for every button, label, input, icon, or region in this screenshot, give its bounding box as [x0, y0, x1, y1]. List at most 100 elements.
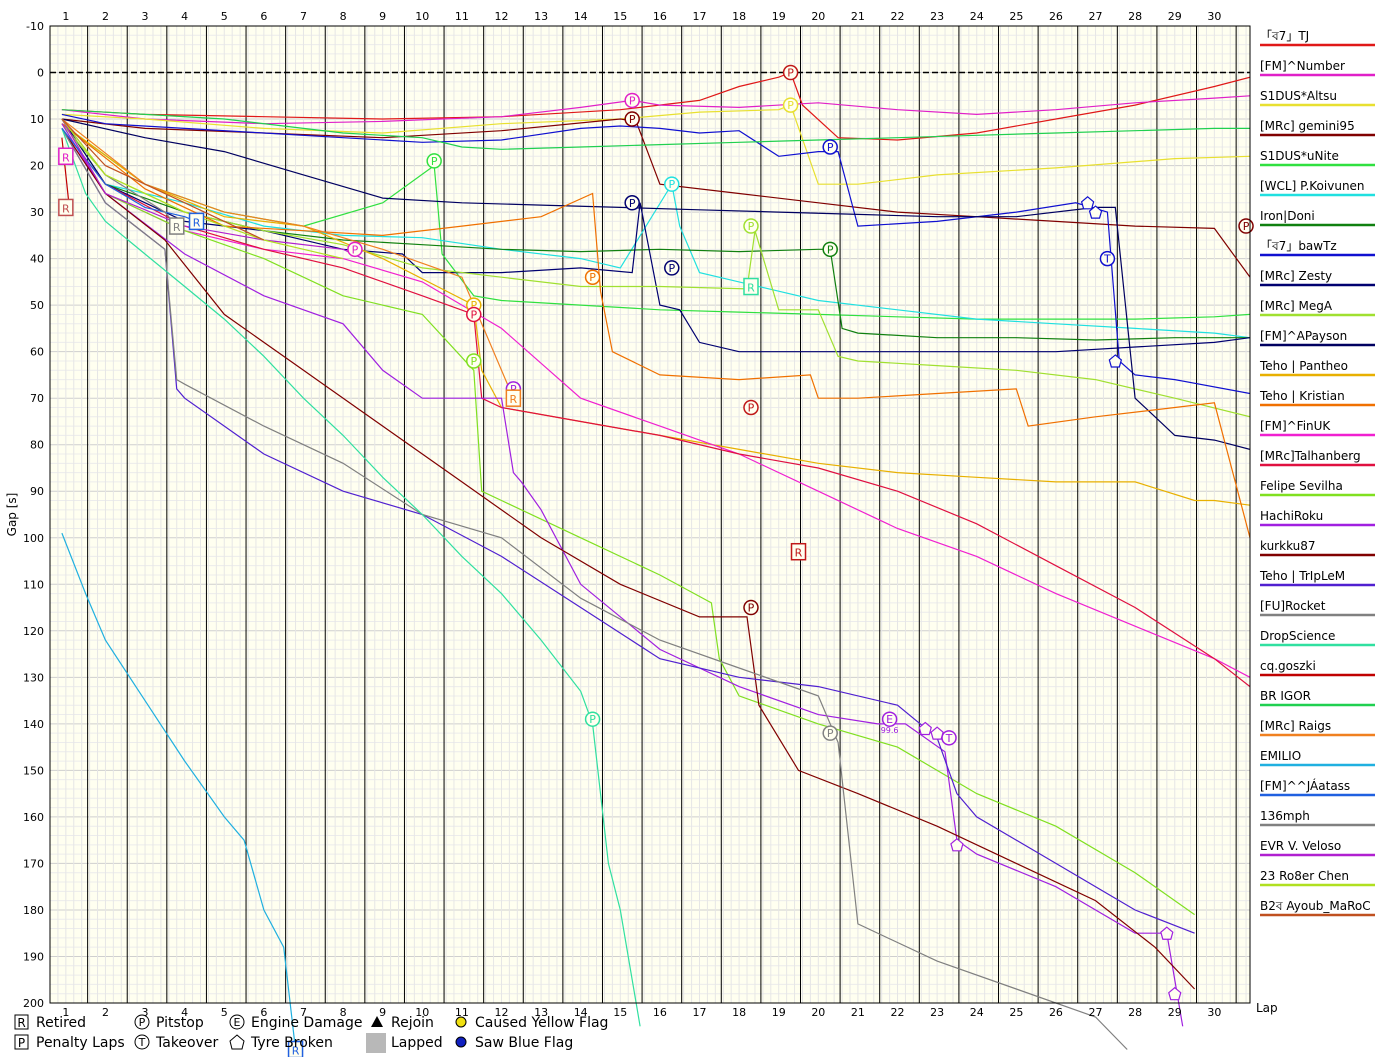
- marker-label: P: [629, 113, 636, 126]
- key-label: Saw Blue Flag: [475, 1035, 573, 1051]
- key-circle-symbol: [134, 1014, 150, 1030]
- key-lapped-symbol: [366, 1033, 386, 1053]
- key-blue-flag-symbol: [455, 1036, 467, 1048]
- legend-entry-label: Iron|Doni: [1260, 209, 1315, 223]
- x-tick-label-top: 6: [260, 10, 267, 23]
- pitstop-marker: [624, 111, 640, 127]
- x-tick-label-top: 14: [574, 10, 588, 23]
- y-tick-label: 80: [30, 439, 44, 452]
- y-tick-label: 50: [30, 299, 44, 312]
- marker-label: P: [589, 271, 596, 284]
- tyre-broken-marker: [1168, 986, 1182, 1001]
- pitstop-marker: [822, 139, 838, 155]
- pitstop-marker: [466, 306, 482, 323]
- x-tick-label-top: 3: [142, 10, 149, 23]
- key-label: Takeover: [155, 1035, 218, 1051]
- lap-lines: [87, 26, 1237, 1003]
- x-tick-label-bottom: 6: [260, 1006, 267, 1019]
- key-box-letter: P: [18, 1036, 25, 1050]
- tyre-broken-marker: [1088, 205, 1103, 219]
- key-tyre-symbol: [229, 1034, 245, 1050]
- y-tick-label: 130: [23, 671, 44, 684]
- marker-label: E: [886, 713, 893, 726]
- series-line-16: [61, 123, 1184, 1027]
- x-tick-labels-bottom: 1 2 3 4 5 6 7 8 9 10 11 12 13 14 15 16 17 18 19 20 21 22 23 24 2…: [62, 1006, 1221, 1019]
- key-circle-letter: P: [139, 1016, 146, 1029]
- grid: [49, 25, 1250, 1004]
- x-tick-label-bottom: 10: [415, 1006, 429, 1019]
- x-tick-label-top: 26: [1049, 10, 1063, 23]
- x-tick-label-bottom: 4: [181, 1006, 188, 1019]
- y-tick-label: 30: [30, 206, 44, 219]
- y-tick-label: 190: [23, 950, 44, 963]
- marker-label: P: [470, 299, 477, 312]
- key-label: Tyre Broken: [250, 1035, 333, 1051]
- pitstop-marker: [347, 241, 363, 258]
- x-tick-label-bottom: 15: [613, 1006, 627, 1019]
- x-tick-labels-top: 1 2 3 4 5 6 7 8 9 10 11 12 13 14 15 16 17 18 19 20 21 22 23 24 2…: [62, 10, 1221, 23]
- key-label: Penalty Laps: [36, 1035, 125, 1051]
- legend-entry-label: [MRc] MegA: [1260, 299, 1333, 313]
- marker-label: P: [629, 197, 636, 210]
- series-line-9: [61, 123, 1250, 418]
- x-tick-label-top: 23: [930, 10, 944, 23]
- x-tick-label-top: 19: [772, 10, 786, 23]
- marker-label: P: [589, 713, 596, 726]
- key-box-symbol: [14, 1014, 29, 1030]
- marker-label: P: [787, 67, 794, 80]
- retired-marker: [287, 1040, 304, 1057]
- legend-entry-label: Teho | Pantheo: [1259, 359, 1348, 373]
- y-tick-label: 100: [23, 532, 44, 545]
- series-line-27: [61, 118, 364, 260]
- plot-area: [50, 26, 1250, 1003]
- legend-entry-label: [FU]Rocket: [1260, 599, 1326, 613]
- pitstop-marker: [743, 218, 759, 234]
- x-tick-label-bottom: 21: [851, 1006, 865, 1019]
- series-line-15: [61, 118, 1195, 916]
- marker-label: P: [470, 355, 477, 368]
- x-tick-label-top: 8: [340, 10, 347, 23]
- retired-marker: [58, 147, 74, 166]
- retired-marker-label: R: [62, 202, 70, 215]
- pitstop-marker: [466, 353, 482, 369]
- x-tick-label-bottom: 20: [811, 1006, 825, 1019]
- symbol-key: R Retired P Pitstop E Engine Damage Rejoin Caus…: [14, 1014, 608, 1053]
- x-tick-label-bottom: 5: [221, 1006, 228, 1019]
- legend-entry-label: S1DUS*Altsu: [1260, 89, 1337, 103]
- pitstop-marker: [822, 241, 838, 258]
- marker-label: P: [1243, 220, 1250, 233]
- series-line-19: [61, 128, 1128, 1050]
- series-line-8: [61, 118, 1250, 353]
- series-line-14: [61, 128, 1250, 688]
- y-tick-label: 70: [30, 392, 44, 405]
- x-tick-label-bottom: 12: [494, 1006, 508, 1019]
- x-tick-label-top: 24: [970, 10, 984, 23]
- x-tick-label-top: 27: [1089, 10, 1103, 23]
- key-circle-letter: T: [138, 1036, 146, 1049]
- x-tick-label-bottom: 26: [1049, 1006, 1063, 1019]
- series-line-24: [61, 532, 297, 1050]
- y-tick-label: 200: [23, 997, 44, 1010]
- series-line-3: [61, 118, 1250, 278]
- y-tick-label: 140: [23, 718, 44, 731]
- retired-marker-label: R: [62, 151, 70, 164]
- marker-label: P: [352, 243, 359, 256]
- y-tick-label: 0: [37, 67, 44, 80]
- key-yellow-flag-symbol: [455, 1016, 467, 1028]
- legend-entry-label: 23 Ro8er Chen: [1260, 869, 1349, 883]
- key-label: Rejoin: [391, 1015, 434, 1031]
- marker-label: P: [431, 155, 438, 168]
- y-tick-label: 150: [23, 764, 44, 777]
- pitstop-marker: [584, 711, 601, 727]
- retired-marker-label: R: [292, 1045, 300, 1057]
- x-tick-label-top: 2: [102, 10, 109, 23]
- x-tick-label-top: 16: [653, 10, 667, 23]
- pitstop-marker: [743, 399, 759, 416]
- pitstop-marker: [624, 92, 640, 109]
- legend-entry-label: 136mph: [1260, 809, 1310, 823]
- legend-entry-label: [FM]^APayson: [1260, 329, 1347, 343]
- retired-marker-label: R: [795, 547, 803, 560]
- x-tick-label-top: 1: [62, 10, 69, 23]
- x-tick-label-top: 18: [732, 10, 746, 23]
